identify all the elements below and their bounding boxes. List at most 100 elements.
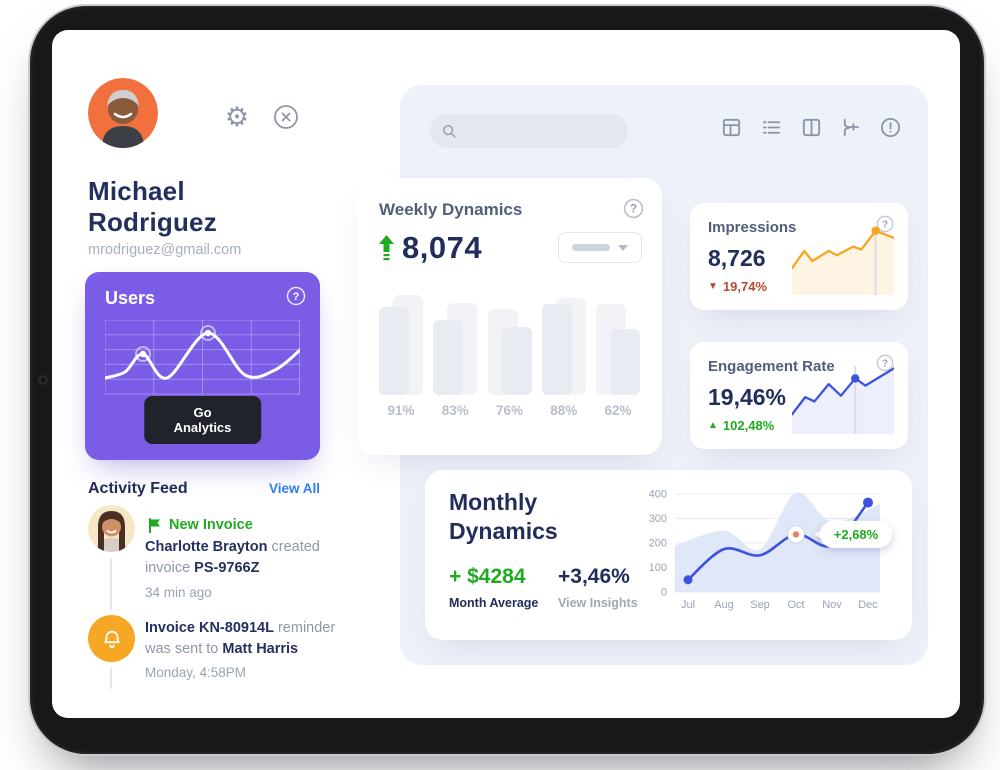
- activity-item-label-row: New Invoice: [148, 517, 253, 533]
- engagement-delta: ▲ 102,48%: [708, 418, 774, 433]
- help-button[interactable]: ?: [286, 286, 306, 311]
- x-axis-label: Aug: [714, 599, 734, 611]
- marker-dot: [871, 226, 880, 235]
- bar-group: [541, 283, 586, 395]
- svg-text:?: ?: [882, 220, 888, 231]
- help-button[interactable]: ?: [623, 198, 644, 224]
- feed-connector-line: [110, 667, 112, 689]
- profile-first-name: Michael: [88, 176, 185, 206]
- y-tick-label: 100: [649, 562, 667, 574]
- recipient-name: Matt Harris: [222, 641, 299, 658]
- help-icon: ?: [876, 354, 894, 372]
- bar-group: [433, 283, 478, 395]
- activity-text: created invoice: [145, 539, 320, 577]
- start-dot: [683, 575, 693, 585]
- activity-feed-header: Activity Feed View All: [88, 480, 320, 498]
- x-axis-label: Jul: [681, 599, 695, 611]
- go-analytics-button[interactable]: Go Analytics: [143, 396, 262, 444]
- activity-item-badge: New Invoice: [169, 517, 253, 533]
- alerts-button[interactable]: [879, 116, 902, 139]
- x-axis-label: Nov: [822, 599, 842, 611]
- columns-icon: [802, 118, 820, 137]
- weekly-bar-labels: 91% 83% 76% 88% 62%: [379, 403, 640, 418]
- spark-line: [792, 367, 894, 416]
- avatar-image: [88, 78, 158, 148]
- monthly-title-line2: Dynamics: [449, 518, 558, 545]
- bar-group: [596, 283, 640, 395]
- settings-button[interactable]: ⚙: [222, 102, 252, 132]
- spark-line: [792, 229, 894, 270]
- profile-last-name: Rodriguez: [88, 206, 217, 237]
- activity-feed-title: Activity Feed: [88, 480, 188, 497]
- tooltip-tail: [814, 529, 822, 540]
- search-input[interactable]: [463, 123, 616, 139]
- weekly-card-title: Weekly Dynamics: [379, 200, 523, 219]
- activity-item-time: Monday, 4:58PM: [145, 665, 247, 680]
- alert-circle-icon: [880, 117, 901, 138]
- list-icon: [762, 121, 780, 134]
- triangle-up-icon: ▲: [708, 420, 718, 431]
- help-button[interactable]: ?: [876, 215, 894, 238]
- avatar[interactable]: [88, 78, 158, 148]
- app-screen: ⚙ Michael Rodriguez mrodriguez@gmail.com…: [52, 30, 960, 718]
- close-button[interactable]: [271, 102, 301, 132]
- svg-text:?: ?: [630, 204, 637, 216]
- x-axis-label: Oct: [787, 599, 804, 611]
- view-all-link[interactable]: View All: [268, 481, 320, 496]
- profile-email: mrodriguez@gmail.com: [88, 242, 242, 258]
- bar-front: [610, 329, 640, 395]
- spark-area: [792, 230, 894, 295]
- engagement-delta-value: 102,48%: [722, 418, 775, 433]
- activity-bell-avatar: [88, 615, 135, 662]
- engagement-card: Engagement Rate ? 19,46% ▲ 102,48%: [690, 342, 908, 449]
- marker-dot: [851, 374, 860, 383]
- users-mini-chart: [105, 320, 300, 395]
- help-icon: ?: [286, 286, 306, 306]
- bar-group: [487, 283, 532, 395]
- list-view-button[interactable]: [760, 116, 783, 139]
- bar-value-label: 83%: [441, 403, 469, 418]
- tooltip-text: +2,68%: [834, 527, 879, 542]
- wave-line: [105, 331, 300, 380]
- wave-dot: [204, 329, 212, 337]
- y-tick-label: 200: [649, 538, 667, 550]
- help-icon: ?: [876, 215, 894, 233]
- help-button[interactable]: ?: [876, 354, 894, 377]
- view-toolbar: [720, 116, 902, 139]
- users-card: Users ? Go Analytics: [85, 272, 320, 460]
- marker-dot: [792, 531, 800, 538]
- monthly-title-line1: Monthly: [449, 489, 538, 515]
- front-camera: [38, 375, 48, 385]
- triangle-down-icon: ▼: [708, 281, 718, 292]
- period-dropdown[interactable]: [558, 232, 642, 263]
- search-bar[interactable]: [430, 114, 628, 148]
- impressions-delta-value: 19,74%: [722, 279, 767, 294]
- impressions-sparkline: [792, 226, 894, 295]
- impressions-delta: ▼ 19,74%: [708, 279, 767, 294]
- flag-icon: [149, 517, 160, 533]
- weekly-bar-chart: [379, 283, 640, 395]
- x-axis-label: Dec: [858, 599, 878, 611]
- y-tick-label: 400: [649, 489, 667, 501]
- caret-down-icon: [618, 244, 628, 251]
- invoice-code: Invoice KN-80914L: [145, 620, 274, 636]
- month-average-label: Month Average: [449, 596, 539, 610]
- bar-front: [379, 307, 409, 395]
- bar-value-label: 88%: [550, 403, 578, 418]
- wave-dot-ring: [200, 325, 216, 341]
- bar-front: [433, 320, 464, 395]
- table-layout-button[interactable]: [720, 116, 743, 139]
- monthly-card-title: Monthly Dynamics: [449, 488, 558, 547]
- activity-text: reminder was sent to: [145, 620, 336, 658]
- columns-view-button[interactable]: [800, 116, 823, 139]
- flow-view-button[interactable]: [839, 116, 862, 139]
- activity-avatar-image: [88, 505, 135, 552]
- monthly-percent-value: +3,46%: [558, 565, 630, 588]
- tooltip-bubble: [820, 520, 892, 548]
- view-insights-link[interactable]: View Insights: [558, 596, 638, 610]
- y-tick-label: 0: [661, 587, 667, 599]
- actor-name: Charlotte Brayton: [145, 539, 268, 555]
- invoice-code: PS-9766Z: [194, 560, 260, 577]
- help-icon: ?: [623, 198, 644, 219]
- bar-front: [541, 304, 572, 395]
